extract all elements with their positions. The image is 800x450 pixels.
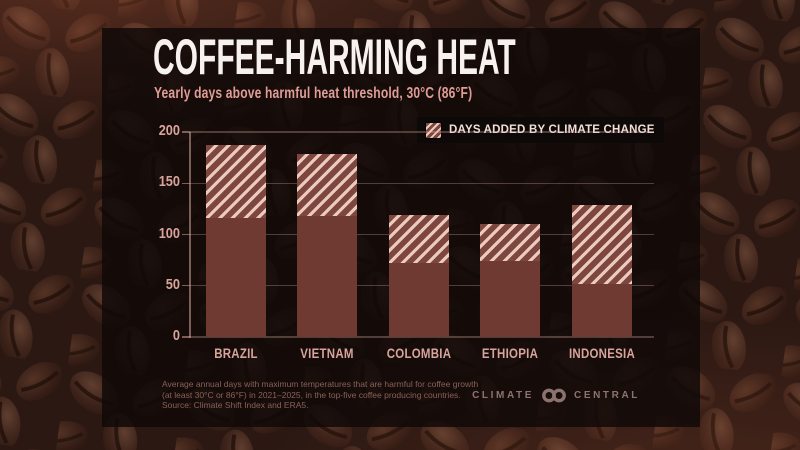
brand-text-climate: CLIMATE — [472, 390, 535, 401]
legend-label: DAYS ADDED BY CLIMATE CHANGE — [449, 124, 655, 136]
bar-segment-base — [297, 216, 358, 337]
bar-segment-base — [206, 218, 266, 337]
x-category-label-brazil: BRAZIL — [214, 346, 258, 361]
page-title: COFFEE-HARMING HEAT — [153, 29, 516, 85]
y-tick-label-200: 200 — [158, 123, 180, 139]
chart-panel: COFFEE-HARMING HEAT Yearly days above ha… — [102, 28, 700, 427]
y-tick-label-150: 150 — [158, 174, 180, 191]
x-category-label-ethiopia: ETHIOPIA — [482, 346, 539, 361]
bar-brazil — [206, 145, 266, 337]
climate-central-logo: CLIMATE CENTRAL — [472, 388, 640, 403]
bar-segment-base — [571, 283, 632, 337]
bar-ethiopia — [480, 224, 541, 337]
footnote-line: (at least 30°C or 86°F) in 2021–2025, in… — [162, 389, 461, 400]
footnote-line: Source: Climate Shift Index and ERA5. — [162, 400, 309, 410]
chart-subtitle: Yearly days above harmful heat threshold… — [154, 85, 473, 102]
bar-segment-added-by-climate-change — [571, 204, 632, 284]
brand-text-central: CENTRAL — [574, 390, 640, 401]
footnote-line: Average annual days with maximum tempera… — [162, 379, 479, 389]
bar-segment-added-by-climate-change — [388, 215, 449, 264]
y-axis-labels: 0 50 100 150 200 — [102, 123, 180, 344]
footnote: Average annual days with maximum tempera… — [162, 379, 478, 411]
y-axis-line — [189, 132, 191, 338]
y-tick-label-50: 50 — [165, 276, 180, 293]
x-category-label-vietnam: VIETNAM — [300, 346, 355, 361]
bar-segment-added-by-climate-change — [297, 153, 358, 217]
y-tick-label-100: 100 — [158, 225, 180, 242]
y-tick-label-0: 0 — [172, 328, 180, 344]
bar-vietnam — [297, 153, 358, 337]
bar-segment-base — [480, 261, 541, 337]
bar-segment-added-by-climate-change — [206, 145, 266, 219]
x-category-label-colombia: COLOMBIA — [386, 346, 452, 361]
bar-segment-added-by-climate-change — [480, 224, 541, 262]
hatch-swatch-icon — [425, 121, 442, 139]
bar-colombia — [388, 215, 449, 337]
plot-area — [182, 131, 654, 339]
legend: DAYS ADDED BY CLIMATE CHANGE — [417, 117, 664, 143]
bar-segment-base — [388, 263, 449, 337]
climate-central-rings-icon — [542, 388, 566, 403]
gridline-150 — [182, 182, 654, 185]
gridline-200 — [182, 131, 654, 134]
bar-indonesia — [571, 204, 632, 337]
x-category-label-indonesia: INDONESIA — [568, 346, 635, 361]
